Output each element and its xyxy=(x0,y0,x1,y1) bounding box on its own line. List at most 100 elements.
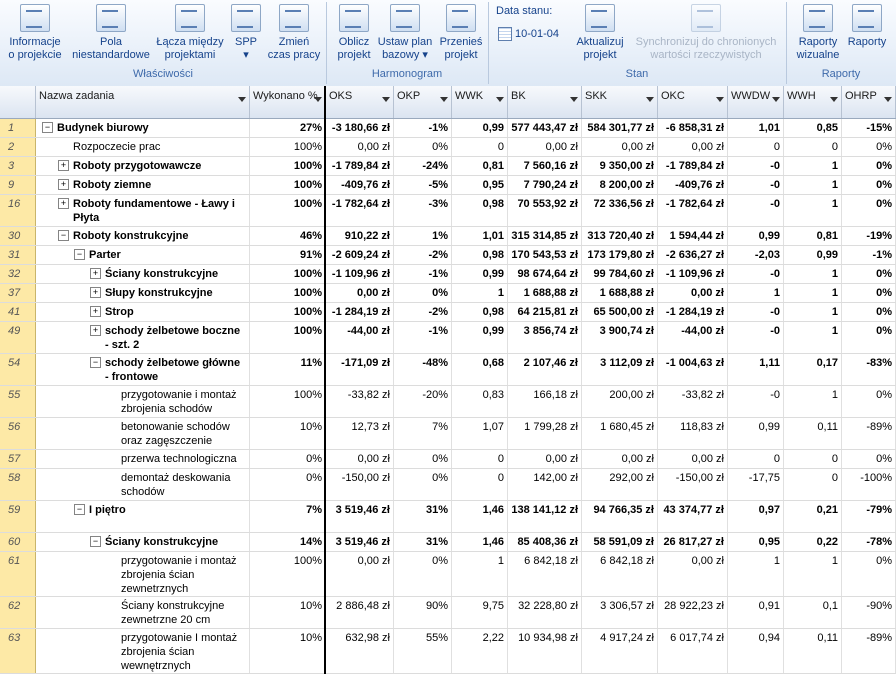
value-cell[interactable]: 72 336,56 zł xyxy=(582,195,658,226)
table-row[interactable]: 59− I piętro 7% 3 519,46 zł 31% 1,46 138 141,1… xyxy=(0,501,896,533)
value-cell[interactable]: 0% xyxy=(842,138,896,156)
value-cell[interactable]: 1 xyxy=(728,284,784,302)
wbs-button[interactable]: SPP ▾ xyxy=(228,2,264,62)
value-cell[interactable]: 0,95 xyxy=(728,533,784,551)
value-cell[interactable]: 4 917,24 zł xyxy=(582,629,658,673)
filter-dropdown-icon[interactable] xyxy=(646,97,654,102)
value-cell[interactable]: 0,00 zł xyxy=(326,138,394,156)
row-id[interactable]: 32 xyxy=(0,265,36,283)
row-id[interactable]: 37 xyxy=(0,284,36,302)
value-cell[interactable]: -24% xyxy=(394,157,452,175)
value-cell[interactable]: 0% xyxy=(842,157,896,175)
table-row[interactable]: 61 przygotowanie i montaż zbrojenia ścian… xyxy=(0,552,896,597)
value-cell[interactable]: 0% xyxy=(394,138,452,156)
task-name-cell[interactable]: − Ściany konstrukcyjne xyxy=(36,533,250,551)
collapse-icon[interactable]: − xyxy=(58,230,69,241)
task-name-cell[interactable]: + schody żelbetowe boczne - szt. 2 xyxy=(36,322,250,353)
row-id[interactable]: 62 xyxy=(0,597,36,628)
value-cell[interactable]: 0 xyxy=(728,138,784,156)
row-id[interactable]: 63 xyxy=(0,629,36,673)
value-cell[interactable]: 6 842,18 zł xyxy=(582,552,658,596)
row-id[interactable]: 57 xyxy=(0,450,36,468)
value-cell[interactable]: 0,00 zł xyxy=(582,138,658,156)
value-cell[interactable]: 31% xyxy=(394,501,452,532)
expand-icon[interactable]: + xyxy=(58,179,69,190)
filter-dropdown-icon[interactable] xyxy=(830,97,838,102)
value-cell[interactable]: 1 xyxy=(784,157,842,175)
task-name-cell[interactable]: Rozpoczecie prac xyxy=(36,138,250,156)
value-cell[interactable]: 32 228,80 zł xyxy=(508,597,582,628)
filter-dropdown-icon[interactable] xyxy=(716,97,724,102)
value-cell[interactable]: 1 688,88 zł xyxy=(582,284,658,302)
value-cell[interactable]: 1 xyxy=(784,265,842,283)
value-cell[interactable]: 1 xyxy=(728,552,784,596)
value-cell[interactable]: 0% xyxy=(250,469,326,500)
row-id[interactable]: 60 xyxy=(0,533,36,551)
value-cell[interactable]: 1 xyxy=(784,552,842,596)
row-id[interactable]: 1 xyxy=(0,119,36,137)
value-cell[interactable]: 70 553,92 zł xyxy=(508,195,582,226)
table-row[interactable]: 62 Ściany konstrukcyjne zewnetrzne 20 cm 1… xyxy=(0,597,896,629)
filter-dropdown-icon[interactable] xyxy=(314,97,322,102)
task-name-cell[interactable]: − Roboty konstrukcyjne xyxy=(36,227,250,245)
row-id[interactable]: 59 xyxy=(0,501,36,532)
value-cell[interactable]: 170 543,53 zł xyxy=(508,246,582,264)
value-cell[interactable]: 0% xyxy=(842,386,896,417)
value-cell[interactable]: 1 xyxy=(784,322,842,353)
value-cell[interactable]: 0,00 zł xyxy=(508,450,582,468)
value-cell[interactable]: 2 107,46 zł xyxy=(508,354,582,385)
value-cell[interactable]: 10% xyxy=(250,629,326,673)
value-cell[interactable]: 0% xyxy=(842,552,896,596)
value-cell[interactable]: 0 xyxy=(452,469,508,500)
value-cell[interactable]: -33,82 zł xyxy=(658,386,728,417)
value-cell[interactable]: 0,00 zł xyxy=(658,284,728,302)
value-cell[interactable]: 100% xyxy=(250,138,326,156)
table-row[interactable]: 9 + Roboty ziemne 100% -409,76 zł -5% 0,95 7 79… xyxy=(0,176,896,195)
value-cell[interactable]: -409,76 zł xyxy=(658,176,728,194)
value-cell[interactable]: 313 720,40 zł xyxy=(582,227,658,245)
value-cell[interactable]: -1 284,19 zł xyxy=(658,303,728,321)
value-cell[interactable]: 1,11 xyxy=(728,354,784,385)
row-id[interactable]: 9 xyxy=(0,176,36,194)
value-cell[interactable]: -0 xyxy=(728,157,784,175)
value-cell[interactable]: -0 xyxy=(728,303,784,321)
table-row[interactable]: 54− schody żelbetowe główne - frontowe 11%… xyxy=(0,354,896,386)
value-cell[interactable]: -100% xyxy=(842,469,896,500)
value-cell[interactable]: 85 408,36 zł xyxy=(508,533,582,551)
value-cell[interactable]: 0,81 xyxy=(784,227,842,245)
value-cell[interactable]: 0,98 xyxy=(452,303,508,321)
column-header[interactable]: WWH xyxy=(784,86,842,118)
value-cell[interactable]: 1 688,88 zł xyxy=(508,284,582,302)
value-cell[interactable]: 1,07 xyxy=(452,418,508,449)
value-cell[interactable]: -44,00 zł xyxy=(658,322,728,353)
value-cell[interactable]: -2 636,27 zł xyxy=(658,246,728,264)
value-cell[interactable]: 0,83 xyxy=(452,386,508,417)
value-cell[interactable]: 138 141,12 zł xyxy=(508,501,582,532)
column-header[interactable]: SKK xyxy=(582,86,658,118)
table-row[interactable]: 31− Parter 91% -2 609,24 zł -2% 0,98 170 543,5… xyxy=(0,246,896,265)
row-id[interactable]: 2 xyxy=(0,138,36,156)
value-cell[interactable]: -1 782,64 zł xyxy=(326,195,394,226)
value-cell[interactable]: 1% xyxy=(394,227,452,245)
task-name-cell[interactable]: przerwa technologiczna xyxy=(36,450,250,468)
value-cell[interactable]: 6 017,74 zł xyxy=(658,629,728,673)
value-cell[interactable]: -1 789,84 zł xyxy=(658,157,728,175)
value-cell[interactable]: 0,94 xyxy=(728,629,784,673)
value-cell[interactable]: 65 500,00 zł xyxy=(582,303,658,321)
value-cell[interactable]: -150,00 zł xyxy=(326,469,394,500)
value-cell[interactable]: 1 xyxy=(784,284,842,302)
value-cell[interactable]: 0% xyxy=(394,552,452,596)
expand-icon[interactable]: + xyxy=(90,306,101,317)
value-cell[interactable]: 577 443,47 zł xyxy=(508,119,582,137)
filter-dropdown-icon[interactable] xyxy=(382,97,390,102)
value-cell[interactable]: 0,00 zł xyxy=(658,138,728,156)
value-cell[interactable]: 3 306,57 zł xyxy=(582,597,658,628)
value-cell[interactable]: -0 xyxy=(728,322,784,353)
value-cell[interactable]: 27% xyxy=(250,119,326,137)
value-cell[interactable]: 100% xyxy=(250,176,326,194)
value-cell[interactable]: 0,99 xyxy=(452,322,508,353)
value-cell[interactable]: -1% xyxy=(394,322,452,353)
value-cell[interactable]: -2% xyxy=(394,246,452,264)
value-cell[interactable]: 1,01 xyxy=(452,227,508,245)
column-header[interactable]: Nazwa zadania xyxy=(36,86,250,118)
